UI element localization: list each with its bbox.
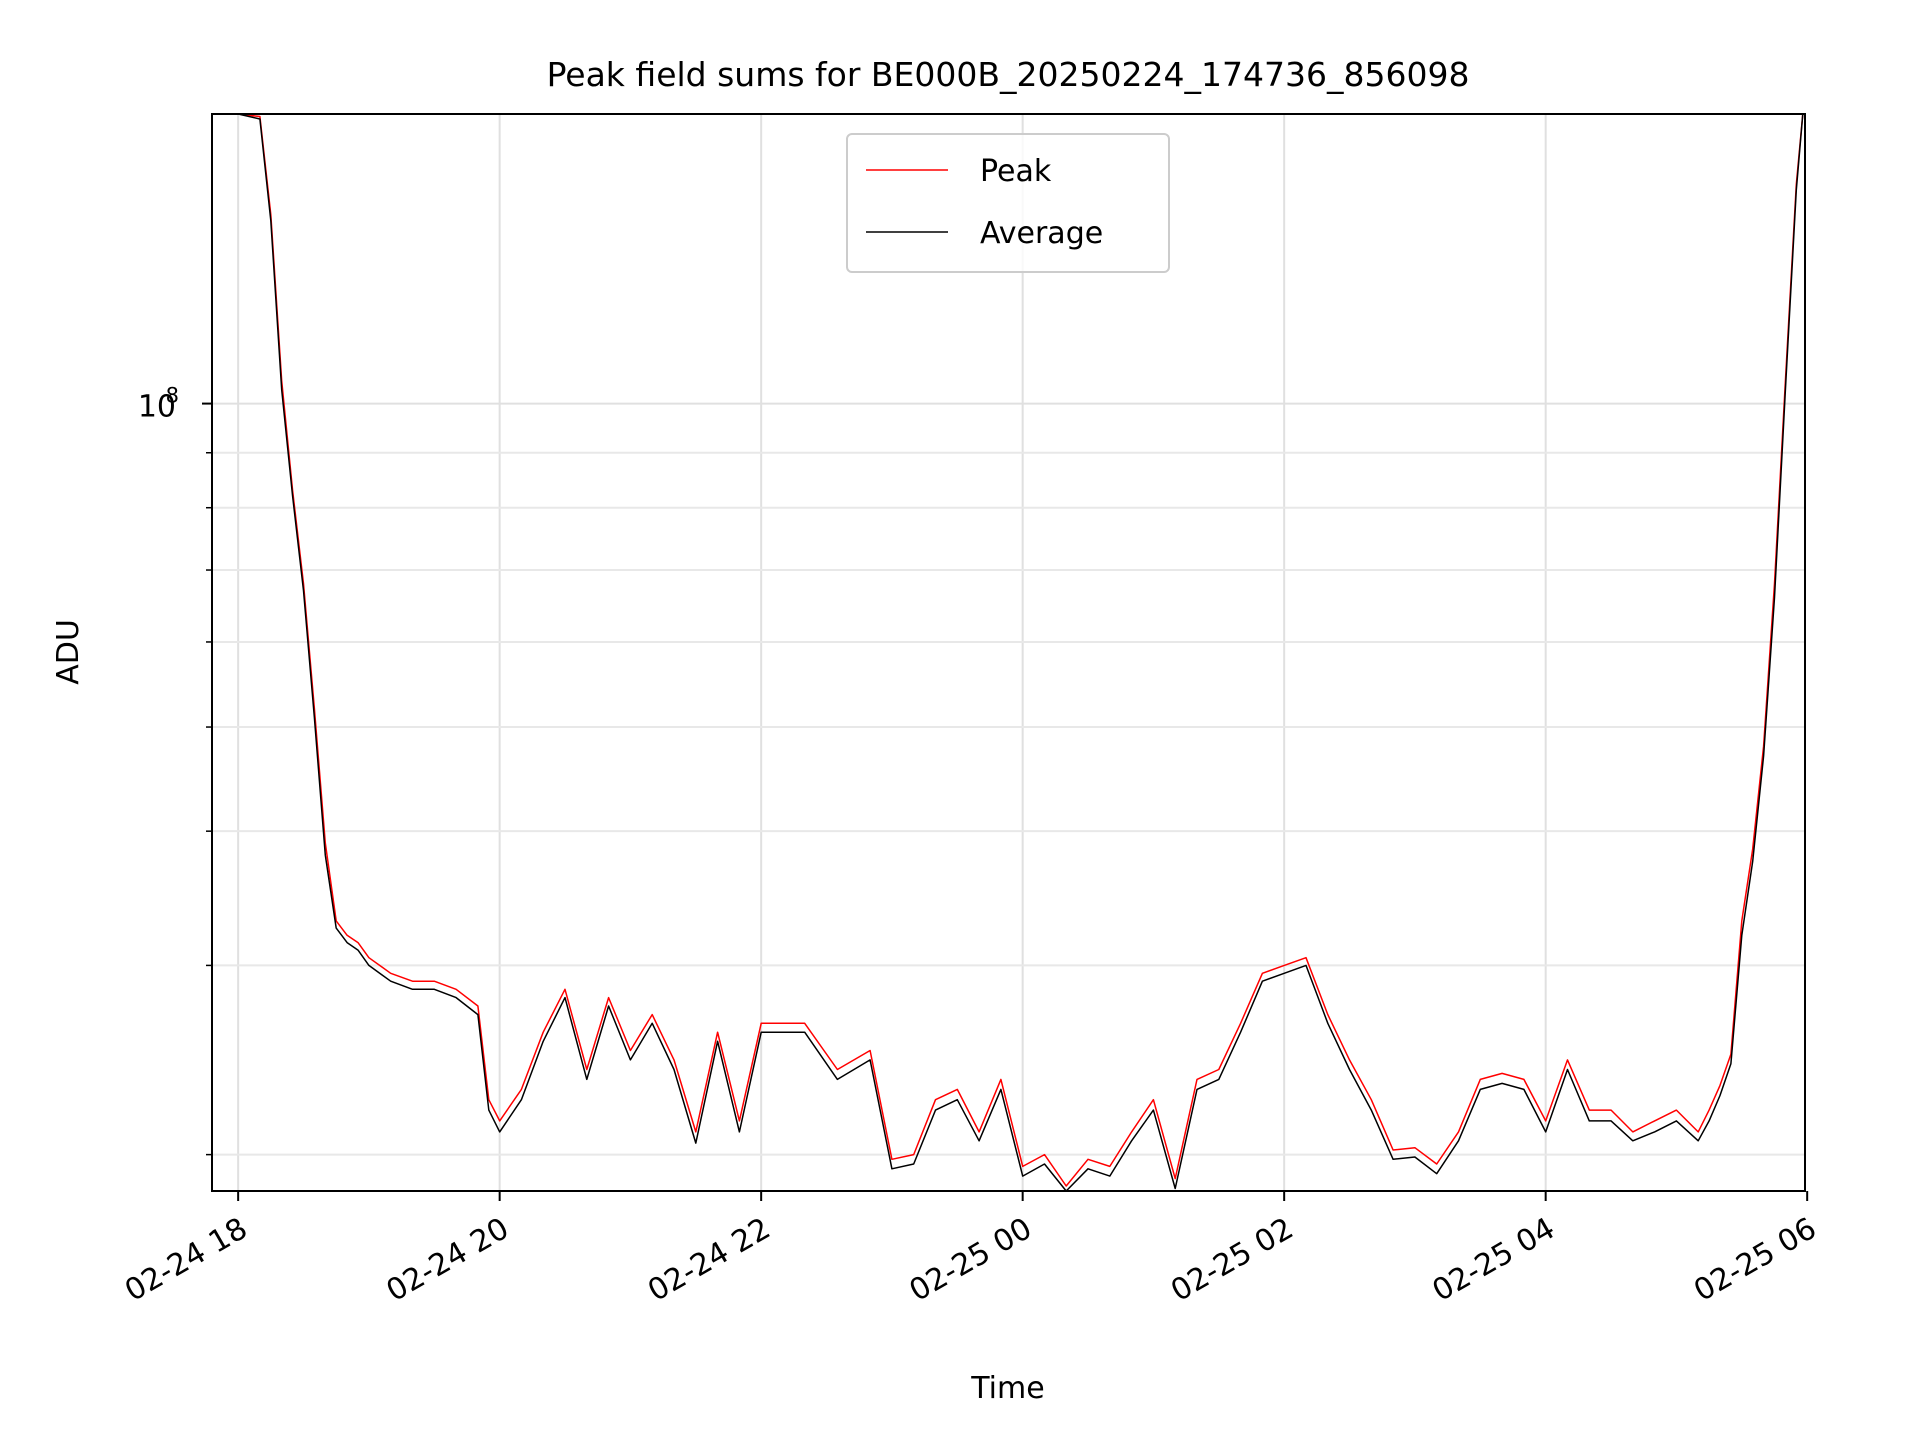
series-line-peak xyxy=(212,113,1804,1187)
series-layer xyxy=(212,113,1804,1192)
legend-box xyxy=(846,133,1170,273)
series-line-average xyxy=(212,113,1804,1192)
x-axis-label: Time xyxy=(970,1371,1044,1406)
legend: Peak Average xyxy=(846,133,1170,273)
chart-title: Peak field sums for BE000B_20250224_1747… xyxy=(547,55,1470,94)
y-axis-label: ADU xyxy=(51,619,86,685)
y-tick-label-exponent: 8 xyxy=(166,384,179,408)
legend-label-peak: Peak xyxy=(980,154,1052,189)
plot-frame xyxy=(211,113,1806,1192)
grid-layer xyxy=(212,114,1805,1191)
y-tick-label: 10 xyxy=(138,390,176,425)
legend-label-average: Average xyxy=(980,216,1103,251)
